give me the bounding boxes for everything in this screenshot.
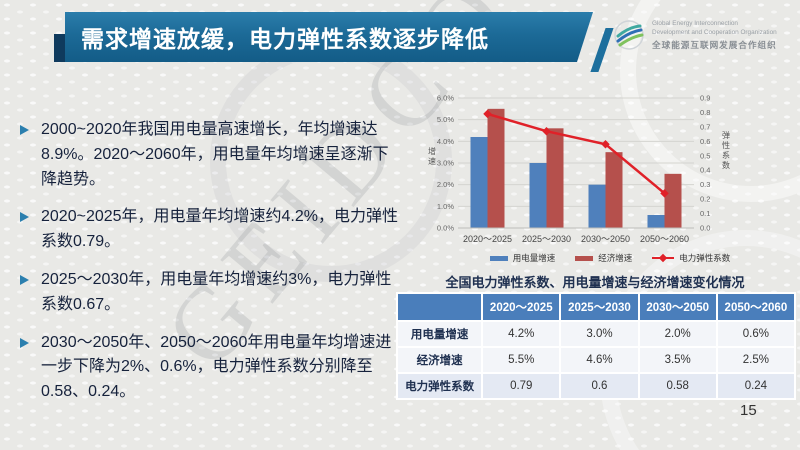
table-header-corner: [398, 294, 482, 320]
svg-text:3.0%: 3.0%: [437, 159, 454, 168]
legend-swatch-elasticity-coefficient: [652, 253, 675, 262]
svg-text:速: 速: [428, 157, 436, 166]
legend-label: 用电量增速: [512, 253, 556, 263]
svg-text:2020～2025: 2020～2025: [463, 234, 512, 244]
bullet-arrow-icon: [20, 274, 29, 285]
svg-text:数: 数: [722, 160, 730, 170]
legend-label: 经济增速: [598, 253, 633, 263]
svg-text:0.8: 0.8: [700, 108, 710, 117]
svg-text:0.0%: 0.0%: [437, 224, 454, 233]
svg-text:2050～2060: 2050～2060: [640, 234, 689, 244]
svg-text:0.9: 0.9: [700, 94, 710, 103]
svg-text:2.0%: 2.0%: [437, 180, 454, 189]
bullet-text: 2000~2020年我国用电量高速增长，年均增速达8.9%。2020～2060年…: [41, 121, 389, 188]
chart-legend: 用电量增速 经济增速 电力弹性系数: [424, 252, 796, 264]
slide-title: 需求增速放缓，电力弹性系数逐步降低: [81, 26, 489, 52]
table-cell: 4.2%: [483, 322, 560, 346]
legend-swatch-electricity-growth: [489, 255, 508, 261]
legend-label: 电力弹性系数: [679, 253, 731, 263]
svg-text:6.0%: 6.0%: [437, 94, 454, 103]
bullet-item: 2030～2050年、2050～2060年用电量年均增速进一步下降为2%、0.6…: [16, 331, 400, 405]
svg-text:0.1: 0.1: [700, 209, 710, 218]
svg-text:4.0%: 4.0%: [437, 137, 454, 146]
table-cell: 2.0%: [639, 322, 716, 346]
org-logo: Global Energy Interconnection Developmen…: [612, 18, 777, 52]
data-table: 2020～2025 2025～2030 2030～2050 2050～2060 …: [396, 292, 796, 400]
logo-en-line1: Global Energy Interconnection: [652, 19, 738, 27]
diamond-marker-icon: [659, 253, 668, 262]
svg-text:1.0%: 1.0%: [437, 202, 454, 211]
table-title: 全国电力弹性系数、用电量增速与经济增速变化情况: [445, 275, 745, 290]
svg-text:0.7: 0.7: [700, 122, 710, 131]
svg-text:2025～2030: 2025～2030: [522, 234, 571, 244]
table-header-period: 2020～2025: [483, 294, 560, 320]
table-row-label: 用电量增速: [398, 322, 482, 346]
table-header-period: 2050～2060: [717, 294, 794, 320]
table-header-period: 2025～2030: [561, 294, 638, 320]
bullet-item: 2025～2030年，用电量年均增速约3%，电力弹性系数0.67。: [16, 268, 400, 318]
legend-item-economic-growth: 经济增速: [575, 252, 632, 264]
table-row-label: 经济增速: [398, 348, 482, 372]
table-cell: 0.79: [483, 374, 560, 398]
svg-text:性: 性: [722, 140, 730, 150]
bullet-list: 2000~2020年我国用电量高速增长，年均增速达8.9%。2020～2060年…: [16, 118, 400, 405]
table-cell: 0.24: [717, 374, 794, 398]
bullet-arrow-icon: [20, 212, 29, 223]
table-cell: 5.5%: [483, 348, 560, 372]
legend-item-elasticity-coefficient: 电力弹性系数: [652, 252, 730, 264]
svg-text:5.0%: 5.0%: [437, 115, 454, 124]
combo-chart: 0.0% 1.0% 2.0% 3.0% 4.0% 5.0% 6.0% 0.0 0.1 0.2 0.3…: [428, 94, 730, 245]
svg-text:0.2: 0.2: [700, 195, 710, 204]
svg-text:弹: 弹: [722, 130, 730, 140]
title-banner: 需求增速放缓，电力弹性系数逐步降低: [65, 12, 593, 62]
legend-swatch-economic-growth: [575, 255, 594, 261]
table-cell: 0.6%: [717, 322, 794, 346]
table-row-label: 电力弹性系数: [398, 374, 482, 398]
page-number: 15: [740, 402, 757, 419]
svg-text:系: 系: [722, 150, 730, 160]
legend-item-electricity-growth: 用电量增速: [489, 252, 556, 264]
svg-text:增: 增: [428, 146, 436, 156]
bullet-text: 2030～2050年、2050～2060年用电量年均增速进一步下降为2%、0.6…: [41, 333, 392, 401]
bullet-item: 2000~2020年我国用电量高速增长，年均增速达8.9%。2020～2060年…: [16, 118, 400, 192]
bullet-arrow-icon: [20, 125, 29, 135]
svg-text:0.6: 0.6: [700, 137, 710, 146]
table-cell: 0.58: [639, 374, 716, 398]
logo-text: Global Energy Interconnection Developmen…: [652, 19, 777, 52]
table-cell: 0.6: [561, 374, 638, 398]
bullet-text: 2025～2030年，用电量年均增速约3%，电力弹性系数0.67。: [41, 270, 392, 313]
svg-text:0.5: 0.5: [700, 151, 710, 160]
bullet-item: 2020~2025年，用电量年均增速约4.2%，电力弹性系数0.79。: [16, 205, 400, 255]
bullet-text: 2020~2025年，用电量年均增速约4.2%，电力弹性系数0.79。: [41, 208, 399, 251]
table-cell: 4.6%: [561, 348, 638, 372]
svg-text:0.4: 0.4: [700, 166, 710, 175]
svg-text:0.0: 0.0: [700, 224, 710, 233]
table-cell: 3.0%: [561, 322, 638, 346]
svg-text:0.3: 0.3: [700, 180, 710, 189]
globe-icon: [614, 20, 644, 50]
logo-en-line2: Development and Cooperation Organization: [652, 29, 777, 36]
logo-zh-name: 全球能源互联网发展合作组织: [652, 40, 777, 51]
title-accent-square: [54, 34, 65, 62]
table-cell: 2.5%: [717, 348, 794, 372]
svg-text:2030～2050: 2030～2050: [581, 234, 630, 244]
banner-stripe: [590, 28, 614, 72]
bullet-arrow-icon: [20, 337, 29, 348]
table-header-period: 2030～2050: [639, 294, 716, 320]
table-cell: 3.5%: [639, 348, 716, 372]
